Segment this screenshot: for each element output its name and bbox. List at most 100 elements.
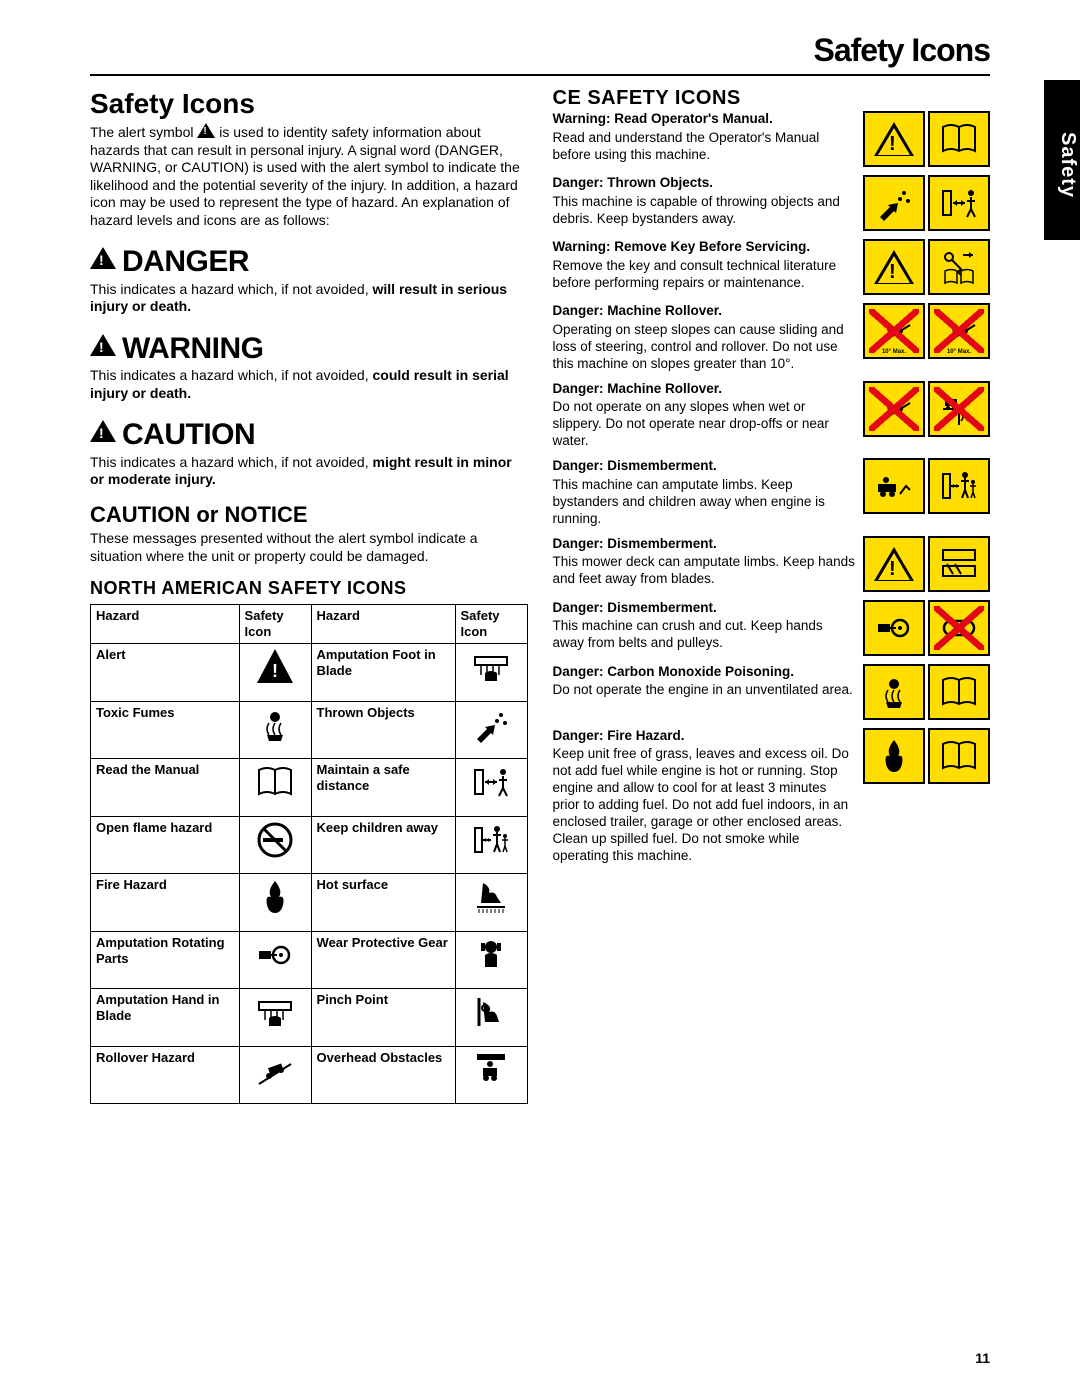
intro-before: The alert symbol xyxy=(90,124,197,140)
ce-item-title: Danger: Dismemberment. xyxy=(553,600,858,617)
rollover-icon xyxy=(239,1046,311,1104)
ce-item-title: Danger: Thrown Objects. xyxy=(553,175,858,192)
foot-blade-icon xyxy=(455,644,527,702)
page-header: Safety Icons xyxy=(90,30,990,76)
side-tab: Safety xyxy=(1044,80,1080,240)
fire-icon xyxy=(863,728,925,784)
ce-row: Danger: Fire Hazard. Keep unit free of g… xyxy=(553,728,991,865)
ce-text: Danger: Carbon Monoxide Poisoning. Do no… xyxy=(553,664,858,700)
warning-heading: WARNING xyxy=(90,330,528,368)
page-number: 11 xyxy=(975,1350,990,1368)
rotating-icon xyxy=(863,600,925,656)
children-icon xyxy=(455,816,527,874)
ce-list: Warning: Read Operator's Manual. Read an… xyxy=(553,111,991,865)
table-row: Alert ! Amputation Foot in Blade xyxy=(91,644,528,702)
warning-text: This indicates a hazard which, if not av… xyxy=(90,367,373,383)
ce-item-title: Warning: Read Operator's Manual. xyxy=(553,111,858,128)
ce-icon-pair xyxy=(863,175,990,231)
table-row: Amputation Hand in Blade Pinch Point xyxy=(91,989,528,1047)
ce-text: Danger: Dismemberment. This machine can … xyxy=(553,600,858,653)
notice-heading: CAUTION or NOTICE xyxy=(90,501,528,529)
manual-icon xyxy=(928,664,990,720)
danger-heading: DANGER xyxy=(90,243,528,281)
ce-row: Warning: Read Operator's Manual. Read an… xyxy=(553,111,991,167)
hazard-label: Amputation Foot in Blade xyxy=(311,644,455,702)
ce-text: Danger: Thrown Objects. This machine is … xyxy=(553,175,858,228)
th-icon-2: Safety Icon xyxy=(455,604,527,644)
hazard-label: Maintain a safe distance xyxy=(311,759,455,817)
hazard-label: Hot surface xyxy=(311,874,455,932)
ce-text: Danger: Dismemberment. This mower deck c… xyxy=(553,536,858,589)
alert-triangle-icon xyxy=(90,420,116,442)
th-hazard-2: Hazard xyxy=(311,604,455,644)
fire-icon xyxy=(239,874,311,932)
table-row: Open flame hazard Keep children away xyxy=(91,816,528,874)
warning-desc: This indicates a hazard which, if not av… xyxy=(90,367,528,402)
ce-icon-pair xyxy=(863,111,990,167)
table-row: Amputation Rotating Parts Wear Protectiv… xyxy=(91,931,528,989)
ce-item-title: Danger: Machine Rollover. xyxy=(553,381,858,398)
ce-row: Danger: Carbon Monoxide Poisoning. Do no… xyxy=(553,664,991,720)
hazard-label: Pinch Point xyxy=(311,989,455,1047)
slope-icon xyxy=(863,381,925,437)
na-icons-heading: NORTH AMERICAN SAFETY ICONS xyxy=(90,577,528,600)
ce-text: Danger: Machine Rollover. Do not operate… xyxy=(553,381,858,451)
distance-icon xyxy=(455,759,527,817)
no-smoking-icon xyxy=(239,816,311,874)
caution-desc: This indicates a hazard which, if not av… xyxy=(90,454,528,489)
ce-item-body: Operating on steep slopes can cause slid… xyxy=(553,322,844,371)
gear-icon xyxy=(455,931,527,989)
ce-icon-pair xyxy=(863,239,990,295)
th-icon-1: Safety Icon xyxy=(239,604,311,644)
table-header-row: Hazard Safety Icon Hazard Safety Icon xyxy=(91,604,528,644)
ce-text: Warning: Read Operator's Manual. Read an… xyxy=(553,111,858,164)
intro-text: The alert symbol is used to identity saf… xyxy=(90,123,528,229)
ce-text: Danger: Machine Rollover. Operating on s… xyxy=(553,303,858,373)
hazard-label: Wear Protective Gear xyxy=(311,931,455,989)
slope2-icon: 10° Max. xyxy=(928,303,990,359)
thrown-icon xyxy=(863,175,925,231)
ce-item-body: Remove the key and consult technical lit… xyxy=(553,258,837,290)
manual-icon xyxy=(239,759,311,817)
right-column: CE SAFETY ICONS Warning: Read Operator's… xyxy=(553,86,991,1104)
notice-desc: These messages presented without the ale… xyxy=(90,530,528,565)
ce-text: Danger: Fire Hazard. Keep unit free of g… xyxy=(553,728,858,865)
caution-label: CAUTION xyxy=(122,418,255,451)
na-icons-table: Hazard Safety Icon Hazard Safety Icon Al… xyxy=(90,604,528,1105)
hazard-label: Amputation Hand in Blade xyxy=(91,989,240,1047)
danger-desc: This indicates a hazard which, if not av… xyxy=(90,281,528,316)
ce-icon-pair xyxy=(863,664,990,720)
caution-text: This indicates a hazard which, if not av… xyxy=(90,454,373,470)
ce-item-body: Do not operate on any slopes when wet or… xyxy=(553,399,829,448)
distance-icon xyxy=(928,175,990,231)
ce-item-title: Danger: Carbon Monoxide Poisoning. xyxy=(553,664,858,681)
slope-icon: 10° Max. xyxy=(863,303,925,359)
thrown-icon xyxy=(455,701,527,759)
tri-warn-icon xyxy=(863,536,925,592)
hazard-label: Read the Manual xyxy=(91,759,240,817)
ce-row: Danger: Dismemberment. This machine can … xyxy=(553,600,991,656)
table-row: Fire Hazard Hot surface xyxy=(91,874,528,932)
danger-label: DANGER xyxy=(122,245,249,278)
hazard-label: Open flame hazard xyxy=(91,816,240,874)
ce-item-body: This machine can amputate limbs. Keep by… xyxy=(553,477,825,526)
children-icon xyxy=(928,458,990,514)
ce-icon-pair xyxy=(863,458,990,514)
foot-hand-icon xyxy=(928,536,990,592)
fumes-icon xyxy=(863,664,925,720)
dropoff-icon xyxy=(928,381,990,437)
rotating-icon xyxy=(239,931,311,989)
hazard-label: Overhead Obstacles xyxy=(311,1046,455,1104)
hazard-label: Toxic Fumes xyxy=(91,701,240,759)
caution-heading: CAUTION xyxy=(90,416,528,454)
pinch-icon xyxy=(455,989,527,1047)
hazard-label: Rollover Hazard xyxy=(91,1046,240,1104)
hazard-label: Amputation Rotating Parts xyxy=(91,931,240,989)
ce-item-title: Warning: Remove Key Before Servicing. xyxy=(553,239,858,256)
alert-icon: ! xyxy=(239,644,311,702)
ce-item-body: Keep unit free of grass, leaves and exce… xyxy=(553,746,849,862)
left-column: Safety Icons The alert symbol is used to… xyxy=(90,86,528,1104)
table-row: Read the Manual Maintain a safe distance xyxy=(91,759,528,817)
ce-item-body: Do not operate the engine in an unventil… xyxy=(553,682,853,697)
mower-limb-icon xyxy=(863,458,925,514)
